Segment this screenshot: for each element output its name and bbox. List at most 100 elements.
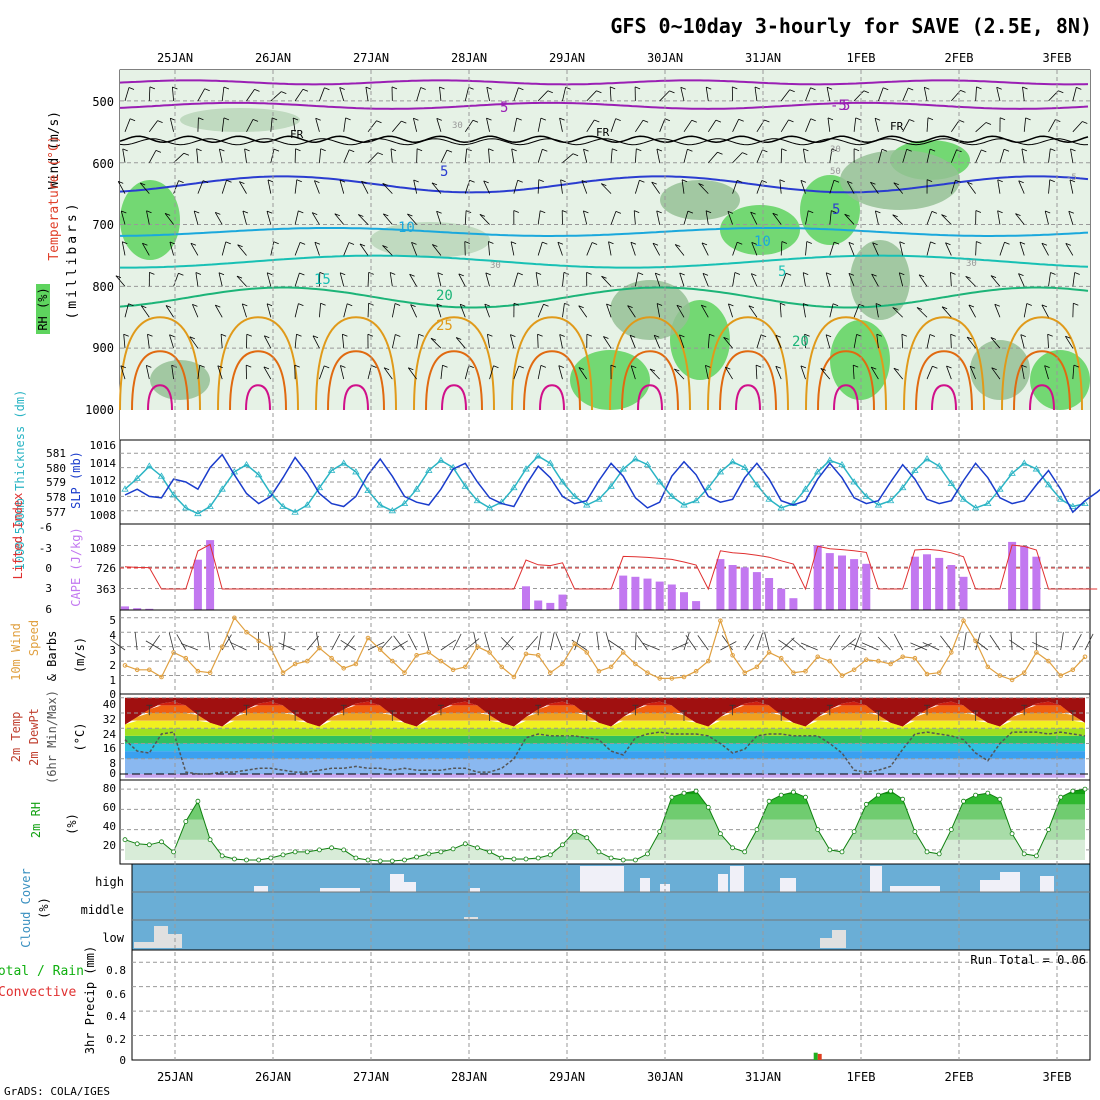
wind-barb-flag: [848, 273, 855, 276]
wind-speed-point: [839, 673, 845, 678]
wind-speed-point: [584, 650, 590, 655]
wind-barb: [1022, 86, 1025, 101]
wind-barb-flag: [430, 337, 437, 341]
wind-tick: 3: [109, 644, 116, 657]
wind-barb-flag: [1049, 179, 1055, 183]
cape-bars: [121, 540, 1041, 610]
high-cloud-block: [780, 878, 796, 892]
wind-barb: [148, 120, 158, 133]
wind-barb: [991, 367, 1001, 380]
wind-barb-flag: [734, 272, 741, 275]
slp-line: [124, 453, 1100, 514]
wind-barb-flag: [242, 210, 249, 214]
wind-barb: [606, 303, 612, 318]
rh2m-panel: 80 60 40 20 2m RH (%): [29, 779, 1091, 865]
wind-barb: [946, 365, 952, 380]
wind-barb-flag: [195, 272, 202, 275]
wind-barb-flag: [271, 117, 278, 121]
wind-barb-flag: [237, 244, 243, 248]
contour-line-30: [817, 350, 875, 411]
surface-barb: [500, 637, 515, 651]
wind-barb-flag: [178, 180, 184, 183]
wind-barb: [537, 365, 542, 380]
wind-barb: [652, 243, 661, 256]
wind-barb: [214, 212, 223, 225]
wind-barb-flag: [586, 333, 593, 337]
wind-barb-flag: [844, 213, 850, 217]
wind-barb-flag: [748, 305, 755, 309]
wind-barb: [124, 303, 129, 318]
wind-barb-flag: [881, 148, 888, 152]
thickness-point: [461, 482, 469, 489]
contour-label: 20: [436, 288, 453, 304]
wind-barb: [214, 304, 223, 318]
wind-barb-flag: [118, 181, 124, 184]
wind-barb: [558, 365, 563, 380]
thickness-point: [1069, 502, 1077, 509]
wind-speed-point: [268, 645, 274, 651]
wind-barb: [340, 365, 345, 380]
temp-band: [125, 758, 1085, 774]
wind-barb-flag: [969, 365, 976, 369]
date-label-top: 30JAN: [647, 51, 683, 65]
wind-barb-flag: [826, 272, 832, 276]
high-cloud-block: [890, 886, 940, 892]
temp-band: [125, 751, 1085, 759]
cape-bar: [752, 572, 761, 610]
wind-barb: [707, 334, 710, 349]
wind-barb: [755, 365, 758, 380]
wind-barb: [874, 118, 879, 132]
thickness-point: [570, 492, 579, 499]
wind-barb-flag: [487, 333, 493, 337]
wind-barb: [683, 119, 693, 133]
thickness-point: [303, 501, 311, 508]
wind-speed-point: [778, 655, 784, 661]
thickness-point: [388, 507, 397, 514]
wind-barb: [705, 87, 709, 101]
cape-tick: 726: [96, 562, 116, 575]
wind-barb-flag: [542, 148, 548, 152]
wind-barb-flag: [1050, 148, 1056, 152]
wind-barb-flag: [410, 304, 416, 307]
wind-barb: [1069, 179, 1074, 194]
contour-line-30: [621, 350, 679, 411]
rh-blob: [840, 150, 960, 210]
rh-blob: [720, 205, 800, 255]
wind-barb: [270, 149, 275, 163]
wind-barb-flag: [916, 307, 923, 310]
high-cloud-block: [390, 874, 404, 892]
rh-point: [669, 794, 675, 800]
contour-line-30: [131, 350, 189, 411]
contour-line-30: [1013, 350, 1071, 411]
rh-point: [183, 819, 189, 824]
wind-barb-flag: [367, 333, 374, 337]
wind-barb: [732, 152, 743, 164]
rh-point: [645, 851, 650, 857]
wind-barb: [630, 365, 636, 380]
wind-barb-flag: [610, 86, 616, 90]
wind-barb-flag: [339, 179, 346, 183]
rh-point: [535, 855, 541, 861]
wind-barb-flag: [1021, 364, 1027, 368]
wind-barb: [487, 334, 490, 349]
wind-barb-flag: [418, 333, 424, 337]
wind-barb: [221, 241, 227, 256]
wind-barb-flag: [775, 334, 781, 338]
wind-barb: [413, 118, 418, 132]
wind-barb-flag: [1003, 148, 1010, 152]
wind-barb: [975, 241, 977, 256]
wind-speed-point: [463, 664, 468, 670]
wind-barb-flag: [941, 306, 948, 310]
wind-barb-flag: [223, 86, 230, 90]
wind-barb: [120, 210, 126, 225]
surface-barb: [642, 642, 660, 651]
wind-barb: [999, 242, 1005, 256]
wind-barb: [407, 367, 417, 380]
low-cloud-block: [154, 926, 168, 948]
wind-barb-flag: [855, 117, 861, 121]
wind-barb: [294, 303, 299, 318]
wind-barb-flag: [780, 302, 786, 306]
wind-barb-flag: [701, 242, 708, 246]
cape-bar: [631, 576, 640, 610]
wind-barb: [1072, 121, 1083, 133]
